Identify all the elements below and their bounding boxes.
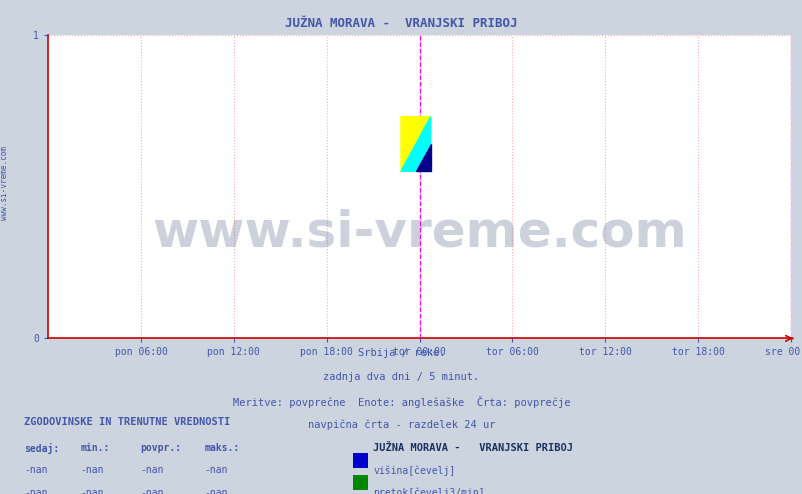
Text: -nan: -nan: [140, 465, 164, 475]
Text: www.si-vreme.com: www.si-vreme.com: [0, 146, 10, 220]
Text: min.:: min.:: [80, 443, 110, 453]
Text: Srbija / reke.: Srbija / reke.: [358, 348, 444, 358]
Text: navpična črta - razdelek 24 ur: navpična črta - razdelek 24 ur: [307, 419, 495, 430]
Text: višina[čevelj]: višina[čevelj]: [373, 465, 455, 476]
Text: -nan: -nan: [140, 488, 164, 494]
Text: www.si-vreme.com: www.si-vreme.com: [152, 208, 686, 256]
Text: -nan: -nan: [24, 488, 47, 494]
Text: -nan: -nan: [24, 465, 47, 475]
Text: -nan: -nan: [80, 465, 103, 475]
Polygon shape: [400, 117, 430, 171]
Text: povpr.:: povpr.:: [140, 443, 181, 453]
Text: pretok[čevelj3/min]: pretok[čevelj3/min]: [373, 488, 484, 494]
Text: sedaj:: sedaj:: [24, 443, 59, 454]
Text: JUŽNA MORAVA -   VRANJSKI PRIBOJ: JUŽNA MORAVA - VRANJSKI PRIBOJ: [373, 443, 573, 453]
Text: maks.:: maks.:: [205, 443, 240, 453]
Text: -nan: -nan: [205, 488, 228, 494]
Polygon shape: [415, 144, 430, 171]
Text: zadnja dva dni / 5 minut.: zadnja dva dni / 5 minut.: [323, 372, 479, 382]
Text: Meritve: povprečne  Enote: anglešaške  Črta: povprečje: Meritve: povprečne Enote: anglešaške Črt…: [233, 396, 569, 408]
Text: ZGODOVINSKE IN TRENUTNE VREDNOSTI: ZGODOVINSKE IN TRENUTNE VREDNOSTI: [24, 417, 230, 427]
Text: -nan: -nan: [205, 465, 228, 475]
Text: JUŽNA MORAVA -  VRANJSKI PRIBOJ: JUŽNA MORAVA - VRANJSKI PRIBOJ: [285, 17, 517, 30]
Polygon shape: [400, 117, 430, 171]
Text: -nan: -nan: [80, 488, 103, 494]
